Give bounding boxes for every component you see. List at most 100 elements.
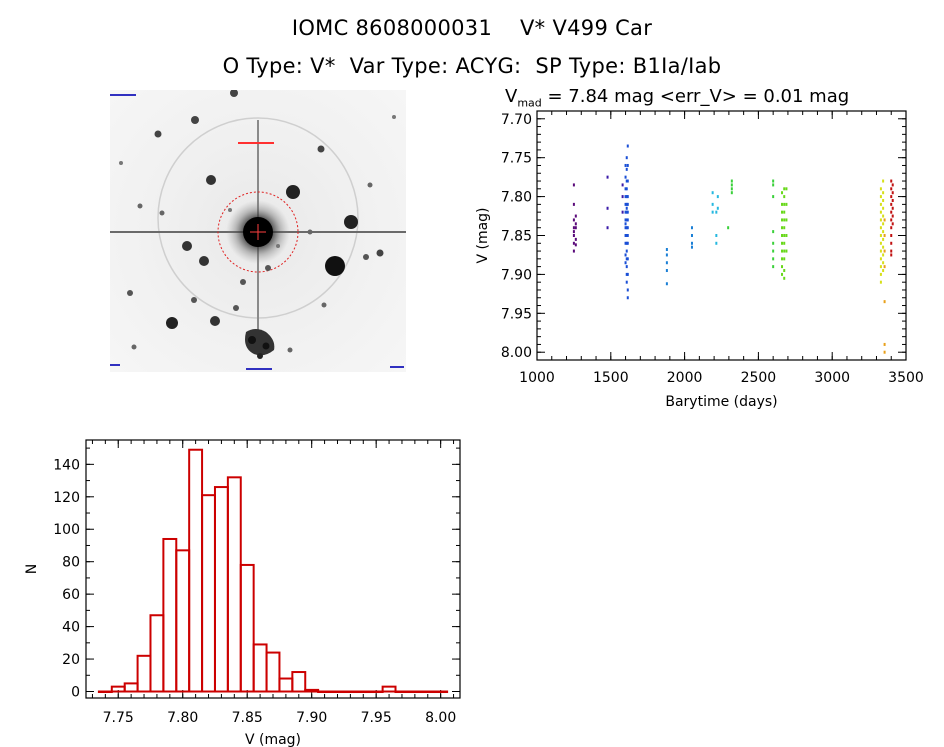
data-point — [626, 234, 629, 237]
data-point — [781, 241, 784, 245]
data-point — [624, 226, 627, 230]
data-point — [781, 257, 784, 261]
data-point — [574, 237, 577, 241]
data-point — [625, 210, 628, 214]
lightcurve-stats: = 7.84 mag <err_V> = 0.01 mag — [541, 86, 850, 107]
data-point — [883, 234, 886, 237]
star-field-icon — [110, 90, 406, 370]
data-point — [890, 179, 893, 183]
y-tick-label: 7.70 — [501, 112, 532, 128]
data-point — [624, 234, 627, 237]
data-point — [625, 179, 628, 183]
data-point — [624, 187, 627, 191]
y-tick-label: 100 — [53, 522, 80, 538]
data-point — [572, 218, 575, 222]
y-tick-label: 0 — [71, 685, 80, 701]
data-point — [781, 234, 784, 237]
data-point — [572, 226, 575, 230]
x-tick-label: 1000 — [519, 370, 555, 386]
histogram-bar — [201, 494, 216, 693]
histogram-bar — [265, 651, 281, 693]
data-point — [624, 175, 627, 179]
star-field-image — [110, 90, 406, 372]
data-point — [574, 214, 577, 218]
data-point — [783, 249, 786, 253]
histogram-bar — [342, 690, 358, 694]
data-point — [665, 261, 668, 265]
data-point — [626, 195, 629, 199]
y-tick-label: 140 — [53, 457, 80, 473]
histogram-bar — [317, 690, 333, 694]
y-axis-label: V (mag) — [475, 207, 491, 263]
data-point — [879, 234, 882, 237]
histogram-bar — [252, 643, 268, 693]
x-tick-label: 3500 — [888, 370, 924, 386]
data-point — [891, 183, 894, 187]
y-tick-label: 80 — [62, 555, 80, 571]
x-tick-label: 7.95 — [361, 710, 392, 726]
data-point — [624, 202, 627, 206]
histogram-bar — [162, 537, 178, 693]
data-point — [785, 249, 788, 253]
title-line-2: O Type: V* Var Type: ACYG: SP Type: B1Ia… — [222, 54, 722, 78]
data-point — [783, 276, 786, 280]
data-point — [625, 257, 628, 261]
data-point — [626, 144, 629, 148]
data-point — [625, 280, 628, 284]
data-point — [626, 202, 629, 206]
data-point — [730, 187, 733, 191]
data-point — [715, 241, 718, 245]
data-point — [772, 183, 775, 187]
histogram-bar — [407, 690, 423, 694]
x-axis-label: V (mag) — [245, 732, 301, 747]
data-point — [882, 222, 885, 226]
data-point — [625, 226, 628, 230]
data-point — [625, 265, 628, 269]
y-tick-label: 8.00 — [501, 345, 532, 361]
x-tick-label: 2000 — [667, 370, 703, 386]
data-point — [606, 206, 609, 210]
histogram-bar — [304, 688, 320, 693]
y-tick-label: 120 — [53, 490, 80, 506]
data-point — [882, 206, 885, 210]
data-point — [882, 191, 885, 195]
data-point — [624, 195, 627, 199]
data-point — [783, 202, 786, 206]
data-point — [882, 245, 885, 249]
data-point — [879, 280, 882, 284]
data-point — [879, 265, 882, 269]
y-tick-label: 7.90 — [501, 267, 532, 283]
data-point — [879, 202, 882, 206]
data-point — [621, 195, 624, 199]
data-point — [772, 265, 775, 269]
data-point — [772, 230, 775, 234]
data-point — [882, 269, 885, 273]
data-point — [572, 249, 575, 253]
y-tick-label: 40 — [62, 620, 80, 636]
data-point — [879, 210, 882, 214]
data-point — [891, 222, 894, 226]
data-point — [879, 257, 882, 261]
x-tick-label: 1500 — [593, 370, 629, 386]
data-point — [574, 243, 577, 247]
data-point — [772, 241, 775, 245]
histogram-frame — [85, 439, 461, 699]
data-point — [783, 187, 786, 191]
v-symbol: V — [505, 86, 518, 107]
histogram-bar — [123, 682, 139, 693]
data-point — [621, 210, 624, 214]
data-point — [730, 191, 733, 195]
data-point — [711, 191, 714, 195]
data-point — [781, 265, 784, 269]
v-subscript: mad — [517, 96, 542, 110]
histogram-bar — [330, 690, 345, 694]
data-point — [625, 187, 628, 191]
data-point — [781, 202, 784, 206]
histogram-bar — [97, 690, 113, 694]
data-point — [574, 226, 577, 230]
data-point — [715, 234, 718, 237]
data-point — [882, 261, 885, 265]
data-point — [890, 241, 893, 245]
data-point — [625, 234, 628, 237]
data-point — [783, 210, 786, 214]
